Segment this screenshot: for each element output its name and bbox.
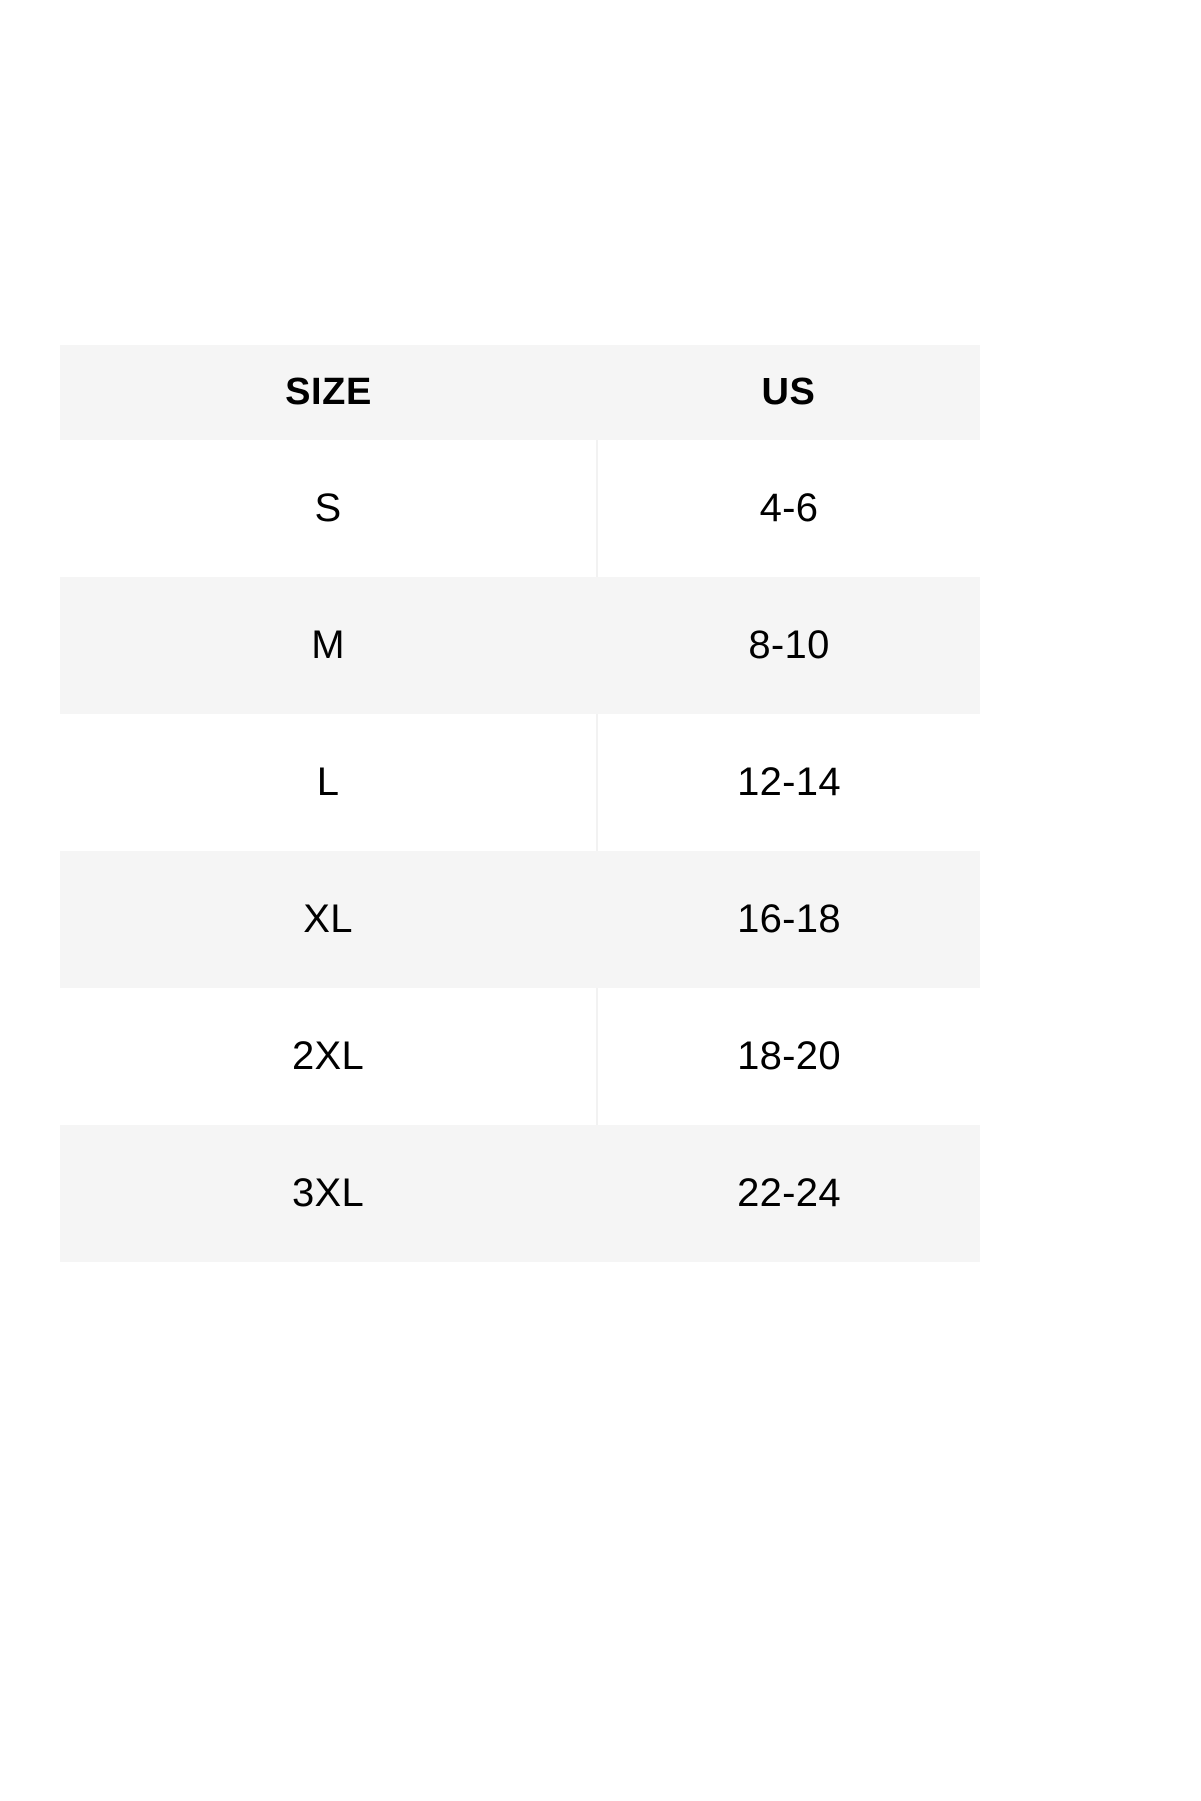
table-row: 2XL 18-20 [60, 988, 980, 1125]
table-row: XL 16-18 [60, 851, 980, 988]
cell-size: L [60, 714, 598, 851]
cell-size: M [311, 623, 345, 667]
column-header-size: SIZE [285, 371, 372, 413]
table-row: 3XL 22-24 [60, 1125, 980, 1262]
cell-us: 22-24 [737, 1171, 841, 1215]
size-chart-container: SIZE US S 4-6 M 8-10 L 12-14 XL [60, 345, 980, 1262]
cell-size: S [60, 440, 598, 577]
table-row: M 8-10 [60, 577, 980, 714]
size-chart-table: SIZE US S 4-6 M 8-10 L 12-14 XL [60, 345, 980, 1262]
cell-size: 2XL [60, 988, 598, 1125]
cell-size: 3XL [291, 1171, 365, 1215]
cell-us: 4-6 [759, 486, 819, 530]
table-header-row: SIZE US [60, 345, 980, 440]
table-row: L 12-14 [60, 714, 980, 851]
cell-size: XL [303, 897, 353, 941]
cell-us: 16-18 [737, 897, 841, 941]
cell-us: 12-14 [737, 760, 841, 804]
table-header: SIZE US [60, 345, 980, 440]
table-row: S 4-6 [60, 440, 980, 577]
table-body: S 4-6 M 8-10 L 12-14 XL 16-18 2XL 18-2 [60, 440, 980, 1262]
cell-us: 8-10 [748, 623, 830, 667]
column-header-us: US [761, 371, 816, 413]
cell-us: 18-20 [737, 1034, 841, 1078]
